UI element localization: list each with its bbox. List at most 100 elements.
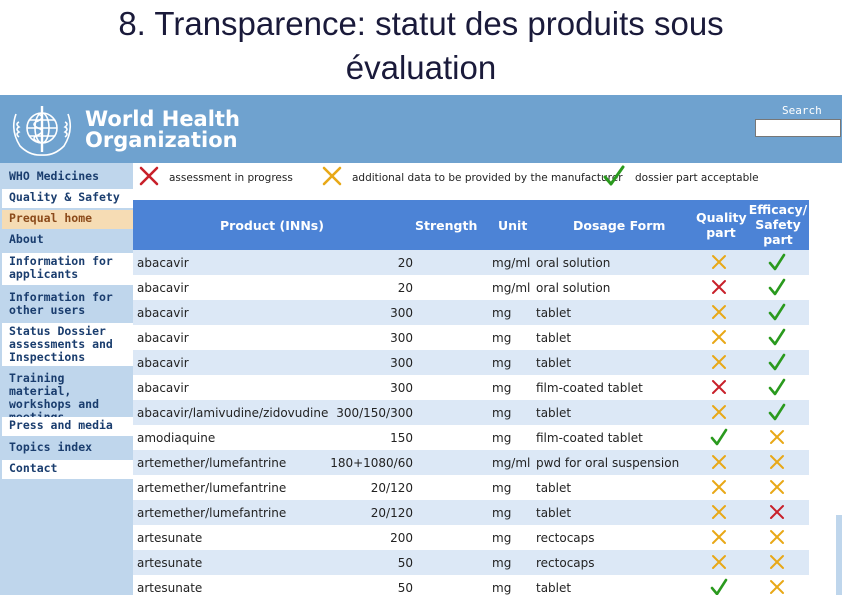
header-efficacy-line-3: part: [763, 232, 793, 247]
green-check-icon: [768, 278, 786, 296]
sidebar-item-topics-index[interactable]: Topics index: [9, 440, 93, 454]
cell-product[interactable]: abacavir/lamivudine/zidovudine: [137, 406, 329, 420]
who-wordmark[interactable]: World Health Organization: [85, 109, 240, 151]
org-name-line-1: World Health: [85, 107, 240, 131]
header-quality-line-1: Quality: [696, 210, 747, 225]
cell-product[interactable]: abacavir: [137, 306, 189, 320]
cell-unit: mg: [492, 406, 512, 420]
search-label: Search: [782, 104, 822, 117]
table-row: abacavir 20 mg/ml oral solution: [133, 250, 809, 275]
cell-unit: mg/ml: [492, 281, 531, 295]
table-row: abacavir 300 mg film-coated tablet: [133, 375, 809, 400]
cell-strength: 300/150/300: [336, 406, 413, 420]
cell-unit: mg: [492, 431, 512, 445]
green-check-icon: [603, 165, 625, 186]
header-quality-part: Quality part: [696, 210, 747, 240]
orange-cross-icon: [712, 505, 726, 519]
table-header: Product (INNs) Strength Unit Dosage Form…: [133, 200, 809, 250]
cell-dosage-form: tablet: [536, 506, 572, 520]
green-check-icon: [768, 353, 786, 371]
orange-cross-icon: [712, 555, 726, 569]
sidebar-item-prequal-home[interactable]: Prequal home: [2, 210, 133, 229]
cell-unit: mg: [492, 556, 512, 570]
cell-strength: 150: [390, 431, 413, 445]
sidebar-item-who-medicines[interactable]: WHO Medicines: [9, 169, 100, 183]
cell-strength: 300: [390, 331, 413, 345]
green-check-icon: [768, 303, 786, 321]
cell-dosage-form: tablet: [536, 406, 572, 420]
cell-product[interactable]: abacavir: [137, 281, 189, 295]
cell-product[interactable]: artemether/lumefantrine: [137, 481, 287, 495]
cell-product[interactable]: amodiaquine: [137, 431, 216, 445]
cell-unit: mg: [492, 331, 512, 345]
cell-dosage-form: rectocaps: [536, 556, 595, 570]
cell-strength: 20: [397, 281, 413, 295]
cell-strength: 300: [390, 306, 413, 320]
slide-title: 8. Transparence: statut des produits sou…: [0, 2, 842, 90]
sidebar-item-press-media[interactable]: Press and media: [2, 417, 133, 436]
cell-product[interactable]: artemether/lumefantrine: [137, 456, 287, 470]
table-row: artesunate 200 mg rectocaps: [133, 525, 809, 550]
green-check-icon: [768, 378, 786, 396]
cell-strength: 20/120: [370, 481, 413, 495]
cell-product[interactable]: artesunate: [137, 556, 203, 570]
cell-unit: mg: [492, 381, 512, 395]
red-cross-icon: [712, 280, 726, 294]
sidebar-item-training-material[interactable]: Training material, workshops and meeting…: [9, 371, 100, 424]
cell-unit: mg: [492, 581, 512, 595]
sidebar-item-information-other-users[interactable]: Information for other users: [9, 290, 113, 317]
orange-cross-icon: [322, 166, 342, 186]
green-check-icon: [768, 253, 786, 271]
orange-cross-icon: [770, 530, 784, 544]
table-row: abacavir 300 mg tablet: [133, 350, 809, 375]
sidebar-item-contact[interactable]: Contact: [2, 460, 133, 479]
cell-product[interactable]: abacavir: [137, 381, 189, 395]
cell-dosage-form: oral solution: [536, 281, 611, 295]
header-quality-line-2: part: [706, 225, 736, 240]
table-row: artesunate 50 mg tablet: [133, 575, 809, 595]
cell-strength: 180+1080/60: [330, 456, 413, 470]
table-row: artemether/lumefantrine 20/120 mg tablet: [133, 475, 809, 500]
cell-strength: 300: [390, 381, 413, 395]
scroll-edge: [836, 515, 842, 595]
cell-product[interactable]: abacavir: [137, 356, 189, 370]
orange-cross-icon: [712, 480, 726, 494]
orange-cross-icon: [770, 480, 784, 494]
slide-title-line-1: 8. Transparence: statut des produits sou…: [118, 5, 724, 42]
cell-unit: mg: [492, 306, 512, 320]
orange-cross-icon: [712, 455, 726, 469]
cell-unit: mg: [492, 356, 512, 370]
orange-cross-icon: [770, 455, 784, 469]
cell-product[interactable]: abacavir: [137, 256, 189, 270]
sidebar-item-quality-safety[interactable]: Quality & Safety: [2, 189, 133, 208]
red-cross-icon: [770, 505, 784, 519]
sidebar: WHO Medicines Quality & Safety Prequal h…: [0, 163, 133, 595]
orange-cross-icon: [770, 430, 784, 444]
header-efficacy-line-1: Efficacy/: [748, 202, 808, 217]
legend-in-progress: assessment in progress: [169, 172, 293, 184]
cell-dosage-form: oral solution: [536, 256, 611, 270]
products-table: Product (INNs) Strength Unit Dosage Form…: [133, 193, 842, 595]
sidebar-item-about[interactable]: About: [9, 232, 44, 246]
cell-product[interactable]: artesunate: [137, 581, 203, 595]
legend-additional-data: additional data to be provided by the ma…: [352, 172, 623, 184]
table-row: artemether/lumefantrine 20/120 mg tablet: [133, 500, 809, 525]
cell-product[interactable]: abacavir: [137, 331, 189, 345]
cell-dosage-form: tablet: [536, 356, 572, 370]
cell-product[interactable]: artemether/lumefantrine: [137, 506, 287, 520]
cell-unit: mg: [492, 506, 512, 520]
sidebar-item-status-assessments[interactable]: Status Dossier assessments and Inspectio…: [2, 323, 133, 366]
search-input[interactable]: [755, 119, 841, 137]
cell-strength: 50: [397, 581, 413, 595]
cell-product[interactable]: artesunate: [137, 531, 203, 545]
sidebar-item-information-applicants[interactable]: Information for applicants: [2, 253, 133, 285]
green-check-icon: [710, 578, 728, 595]
orange-cross-icon: [712, 305, 726, 319]
cell-dosage-form: tablet: [536, 331, 572, 345]
legend-acceptable: dossier part acceptable: [635, 172, 759, 184]
table-row: amodiaquine 150 mg film-coated tablet: [133, 425, 809, 450]
orange-cross-icon: [770, 555, 784, 569]
header-product: Product (INNs): [220, 218, 324, 233]
green-check-icon: [768, 328, 786, 346]
table-row: artemether/lumefantrine 180+1080/60 mg/ml p…: [133, 450, 809, 475]
